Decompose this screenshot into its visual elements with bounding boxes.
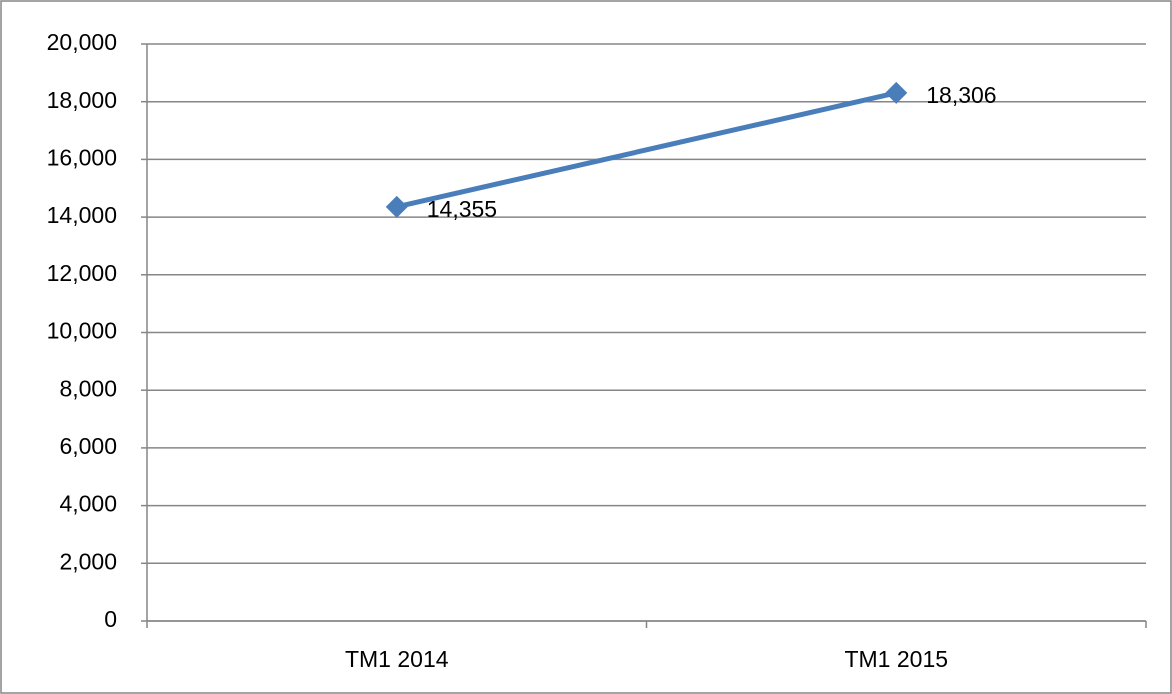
x-tick-label: TM1 2014 (345, 646, 449, 672)
x-tick-label: TM1 2015 (844, 646, 948, 672)
y-tick-label: 20,000 (47, 29, 117, 55)
data-label: 14,355 (427, 196, 497, 222)
marker (385, 195, 408, 218)
data-label: 18,306 (926, 82, 996, 108)
y-tick-label: 12,000 (47, 260, 117, 286)
y-tick-label: 0 (104, 606, 117, 632)
y-tick-label: 14,000 (47, 202, 117, 228)
marker (885, 81, 908, 104)
y-tick-label: 16,000 (47, 144, 117, 170)
y-tick-label: 18,000 (47, 87, 117, 113)
y-tick-label: 10,000 (47, 318, 117, 344)
y-tick-label: 2,000 (59, 548, 117, 574)
y-tick-label: 6,000 (59, 433, 117, 459)
y-tick-label: 4,000 (59, 491, 117, 517)
line (396, 90, 897, 210)
y-tick-label: 8,000 (59, 375, 117, 401)
